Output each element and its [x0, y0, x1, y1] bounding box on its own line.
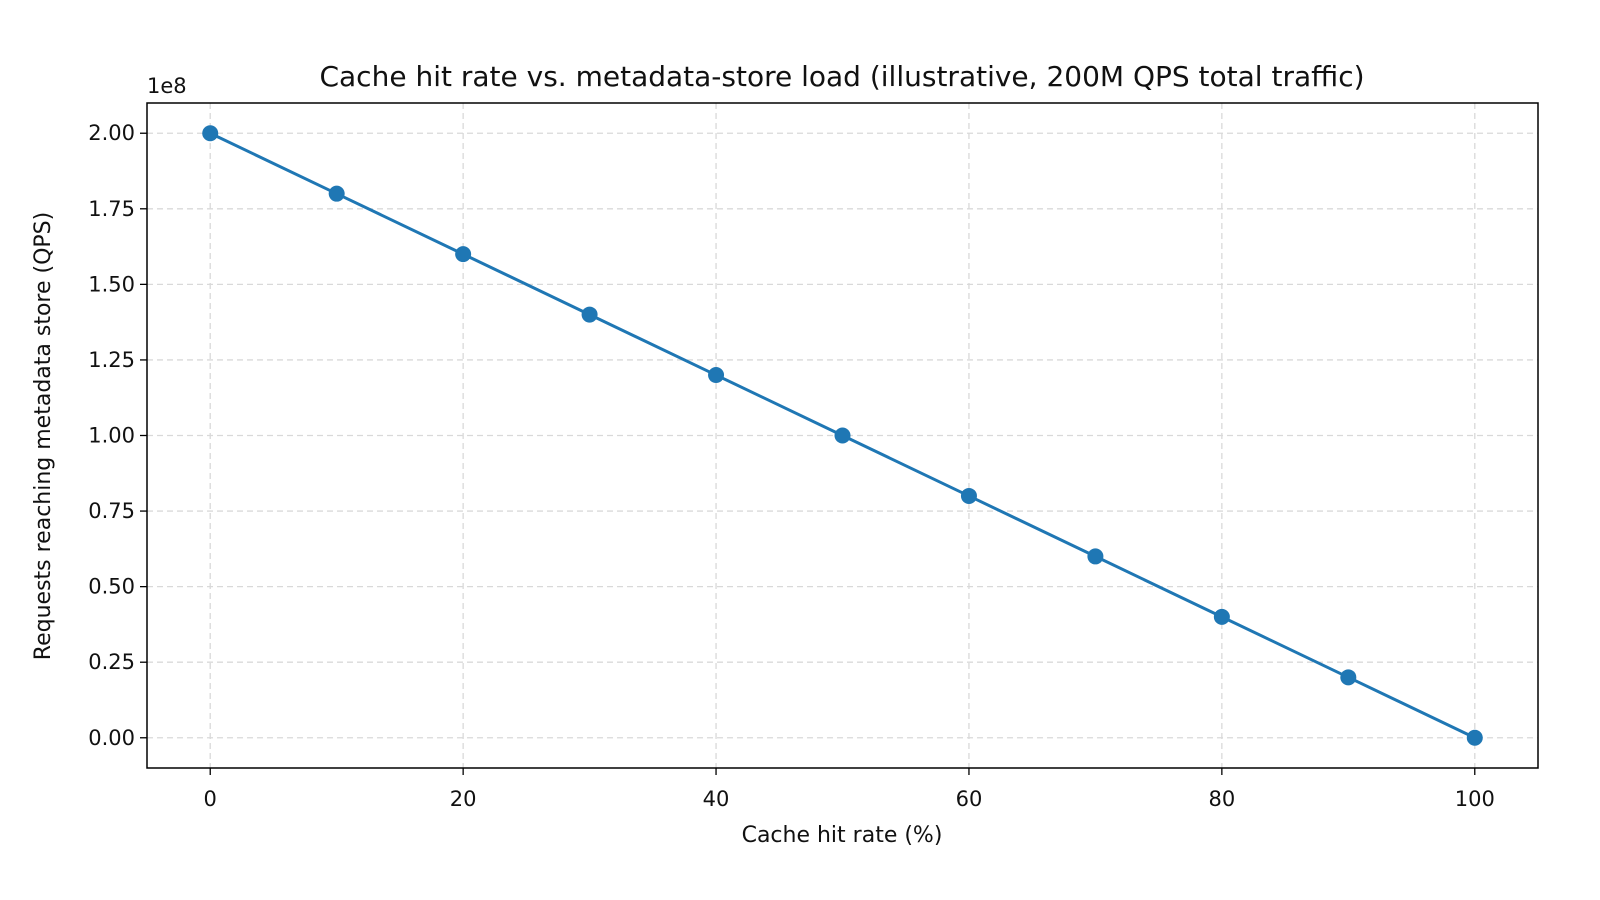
data-point [328, 185, 345, 202]
y-tick-label: 0.75 [88, 499, 135, 523]
data-point [1087, 548, 1104, 565]
y-tick-label: 1.50 [88, 272, 135, 296]
x-tick-label: 20 [450, 787, 477, 811]
data-point [455, 246, 472, 263]
y-offset-label: 1e8 [147, 74, 187, 98]
data-point [1213, 608, 1230, 625]
x-axis: 0 20 40 60 80 100 [204, 768, 1495, 811]
data-point [1466, 729, 1483, 746]
grid [147, 103, 1538, 768]
y-axis-label: Requests reaching metadata store (QPS) [31, 212, 56, 660]
y-tick-label: 0.25 [88, 650, 135, 674]
data-point [581, 306, 598, 323]
data-point [708, 367, 725, 384]
data-point [1340, 669, 1357, 686]
x-tick-label: 40 [703, 787, 730, 811]
data-point [202, 125, 219, 142]
y-tick-label: 1.75 [88, 197, 135, 221]
y-tick-label: 1.25 [88, 348, 135, 372]
series [202, 125, 1483, 746]
y-tick-label: 1.00 [88, 424, 135, 448]
x-tick-label: 100 [1455, 787, 1495, 811]
x-axis-label: Cache hit rate (%) [742, 823, 943, 848]
chart-title: Cache hit rate vs. metadata-store load (… [319, 60, 1364, 93]
y-tick-label: 0.00 [88, 726, 135, 750]
y-tick-label: 0.50 [88, 575, 135, 599]
x-tick-label: 60 [956, 787, 983, 811]
y-axis: 0.00 0.25 0.50 0.75 1.00 1.25 1.50 1.75 2.00 [88, 121, 147, 750]
data-point [834, 427, 851, 444]
y-tick-label: 2.00 [88, 121, 135, 145]
x-tick-label: 0 [204, 787, 217, 811]
x-tick-label: 80 [1208, 787, 1235, 811]
data-point [960, 487, 977, 504]
